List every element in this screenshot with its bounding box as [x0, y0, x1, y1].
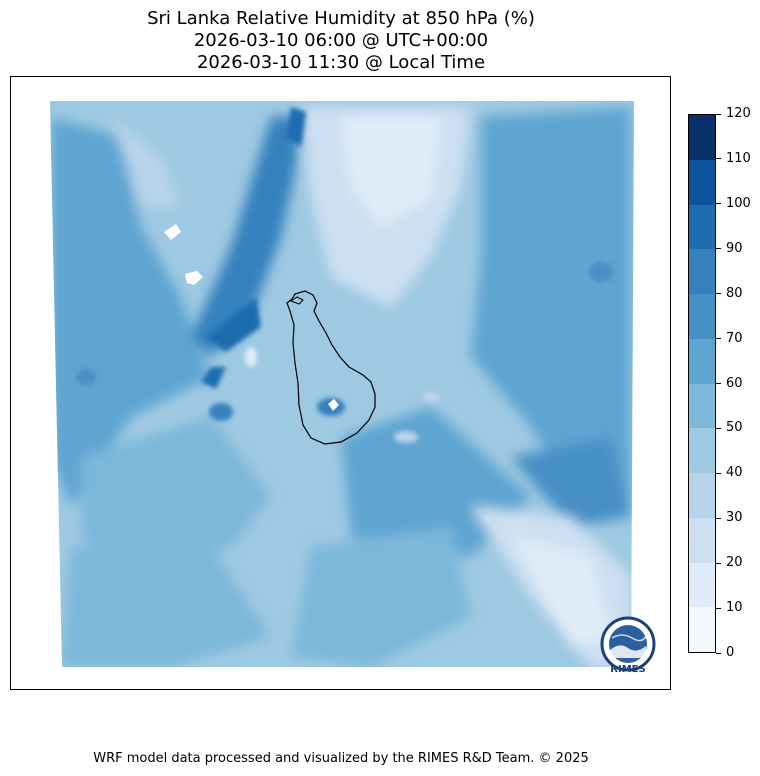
- utc-time-subtitle: 2026-03-10 06:00 @ UTC+00:00: [193, 30, 489, 51]
- missing-data-patch: [328, 399, 339, 411]
- local-time-subtitle: 2026-03-10 11:30 @ Local Time: [196, 52, 486, 73]
- colorbar-tick-label: 30: [726, 510, 743, 526]
- colorbar-segment: [689, 473, 715, 518]
- colorbar-tick-label: 90: [726, 240, 743, 256]
- colorbar-segment: [689, 159, 715, 205]
- colorbar-tick-label: 0: [726, 645, 735, 660]
- colorbar-tick: [716, 427, 721, 429]
- colorbar-tick-label: 50: [726, 420, 743, 436]
- colorbar-tick-label: 20: [726, 555, 743, 571]
- footer-credit: WRF model data processed and visualized …: [93, 751, 589, 766]
- humidity-field: [50, 101, 634, 667]
- colorbar-segment: [689, 249, 715, 294]
- colorbar-tick: [716, 472, 721, 474]
- map-title: Sri Lanka Relative Humidity at 850 hPa (…: [147, 8, 535, 29]
- colorbar-segment: [689, 517, 715, 563]
- missing-data-patch: [185, 271, 203, 285]
- colorbar-tick: [716, 203, 721, 205]
- colorbar-tick-label: 100: [726, 195, 751, 211]
- colorbar-tick-label: 70: [726, 330, 743, 346]
- colorbar-tick-label: 40: [726, 465, 743, 481]
- colorbar-tick: [716, 652, 721, 654]
- colorbar-tick: [716, 383, 721, 384]
- colorbar-segment: [689, 204, 715, 250]
- colorbar-tick: [716, 607, 721, 609]
- colorbar-tick-label: 80: [726, 285, 743, 301]
- colorbar-tick: [716, 338, 721, 340]
- colorbar-tick: [716, 562, 721, 564]
- sri-lanka-coastline: [286, 290, 376, 445]
- colorbar-tick: [716, 158, 721, 160]
- colorbar-segment: [689, 338, 715, 384]
- rimes-logo-text: RIMES: [610, 664, 646, 675]
- colorbar-tick: [716, 113, 721, 115]
- colorbar: [688, 114, 716, 653]
- colorbar-tick: [716, 517, 721, 519]
- colorbar-segment: [689, 383, 715, 429]
- colorbar-tick: [716, 248, 721, 250]
- colorbar-tick-label: 120: [726, 106, 751, 121]
- humidity-field-map: [50, 101, 634, 667]
- colorbar-tick: [716, 293, 721, 295]
- colorbar-segment: [689, 428, 715, 473]
- colorbar-segment: [689, 562, 715, 608]
- colorbar-tick-label: 60: [726, 375, 743, 391]
- colorbar-segment: [689, 607, 715, 652]
- colorbar-tick-label: 10: [726, 600, 743, 616]
- jaffna-peninsula-outline: [289, 296, 304, 305]
- missing-data-patch: [164, 224, 181, 240]
- colorbar-segment: [689, 115, 715, 160]
- rimes-logo: [600, 616, 656, 672]
- map-panel: [10, 76, 671, 690]
- colorbar-segment: [689, 294, 715, 339]
- colorbar-tick-label: 110: [726, 150, 751, 166]
